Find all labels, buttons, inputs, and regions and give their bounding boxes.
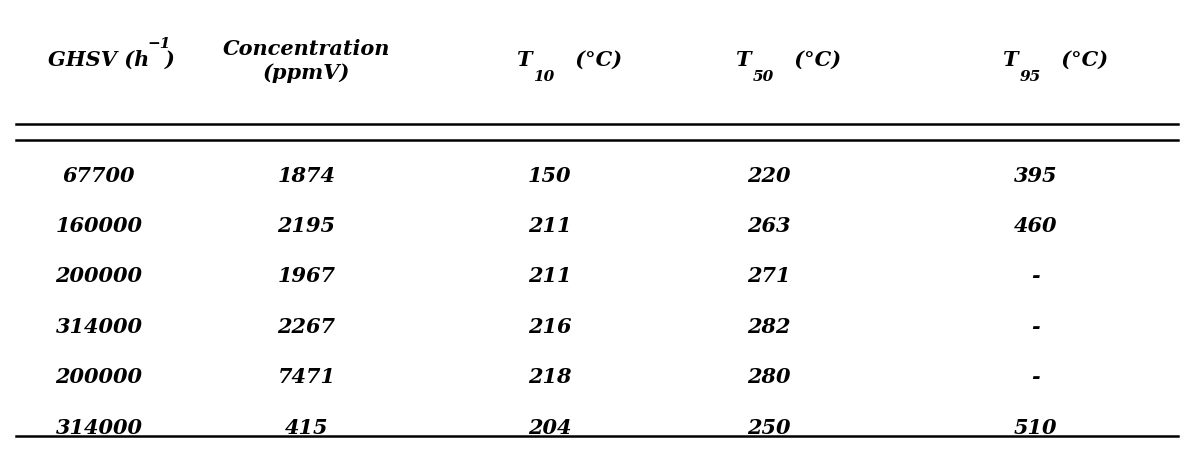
- Text: 250: 250: [747, 418, 790, 438]
- Text: 460: 460: [1014, 216, 1058, 236]
- Text: 218: 218: [528, 367, 571, 387]
- Text: 216: 216: [528, 317, 571, 337]
- Text: 2267: 2267: [277, 317, 336, 337]
- Text: 67700: 67700: [63, 166, 135, 186]
- Text: 211: 211: [528, 266, 571, 286]
- Text: 510: 510: [1014, 418, 1058, 438]
- Text: 200000: 200000: [55, 266, 142, 286]
- Text: -: -: [1032, 317, 1040, 337]
- Text: GHSV (h: GHSV (h: [49, 50, 149, 70]
- Text: -: -: [1032, 266, 1040, 286]
- Text: Concentration: Concentration: [223, 39, 390, 59]
- Text: -: -: [1032, 367, 1040, 387]
- Text: ): ): [165, 50, 176, 70]
- Text: (ppmV): (ppmV): [263, 63, 350, 83]
- Text: 160000: 160000: [55, 216, 142, 236]
- Text: 200000: 200000: [55, 367, 142, 387]
- Text: (°C): (°C): [787, 50, 841, 70]
- Text: 220: 220: [747, 166, 790, 186]
- Text: 415: 415: [284, 418, 328, 438]
- Text: 314000: 314000: [55, 418, 142, 438]
- Text: T: T: [516, 50, 531, 70]
- Text: −1: −1: [148, 37, 171, 51]
- Text: 95: 95: [1020, 70, 1040, 84]
- Text: 10: 10: [533, 70, 554, 84]
- Text: T: T: [736, 50, 751, 70]
- Text: (°C): (°C): [567, 50, 622, 70]
- Text: 395: 395: [1014, 166, 1058, 186]
- Text: 2195: 2195: [277, 216, 336, 236]
- Text: 50: 50: [752, 70, 774, 84]
- Text: 263: 263: [747, 216, 790, 236]
- Text: (°C): (°C): [1053, 50, 1108, 70]
- Text: 211: 211: [528, 216, 571, 236]
- Text: 150: 150: [528, 166, 571, 186]
- Text: 1967: 1967: [277, 266, 336, 286]
- Text: 314000: 314000: [55, 317, 142, 337]
- Text: 271: 271: [747, 266, 790, 286]
- Text: 280: 280: [747, 367, 790, 387]
- Text: 204: 204: [528, 418, 571, 438]
- Text: 282: 282: [747, 317, 790, 337]
- Text: T: T: [1002, 50, 1017, 70]
- Text: 1874: 1874: [277, 166, 336, 186]
- Text: 7471: 7471: [277, 367, 336, 387]
